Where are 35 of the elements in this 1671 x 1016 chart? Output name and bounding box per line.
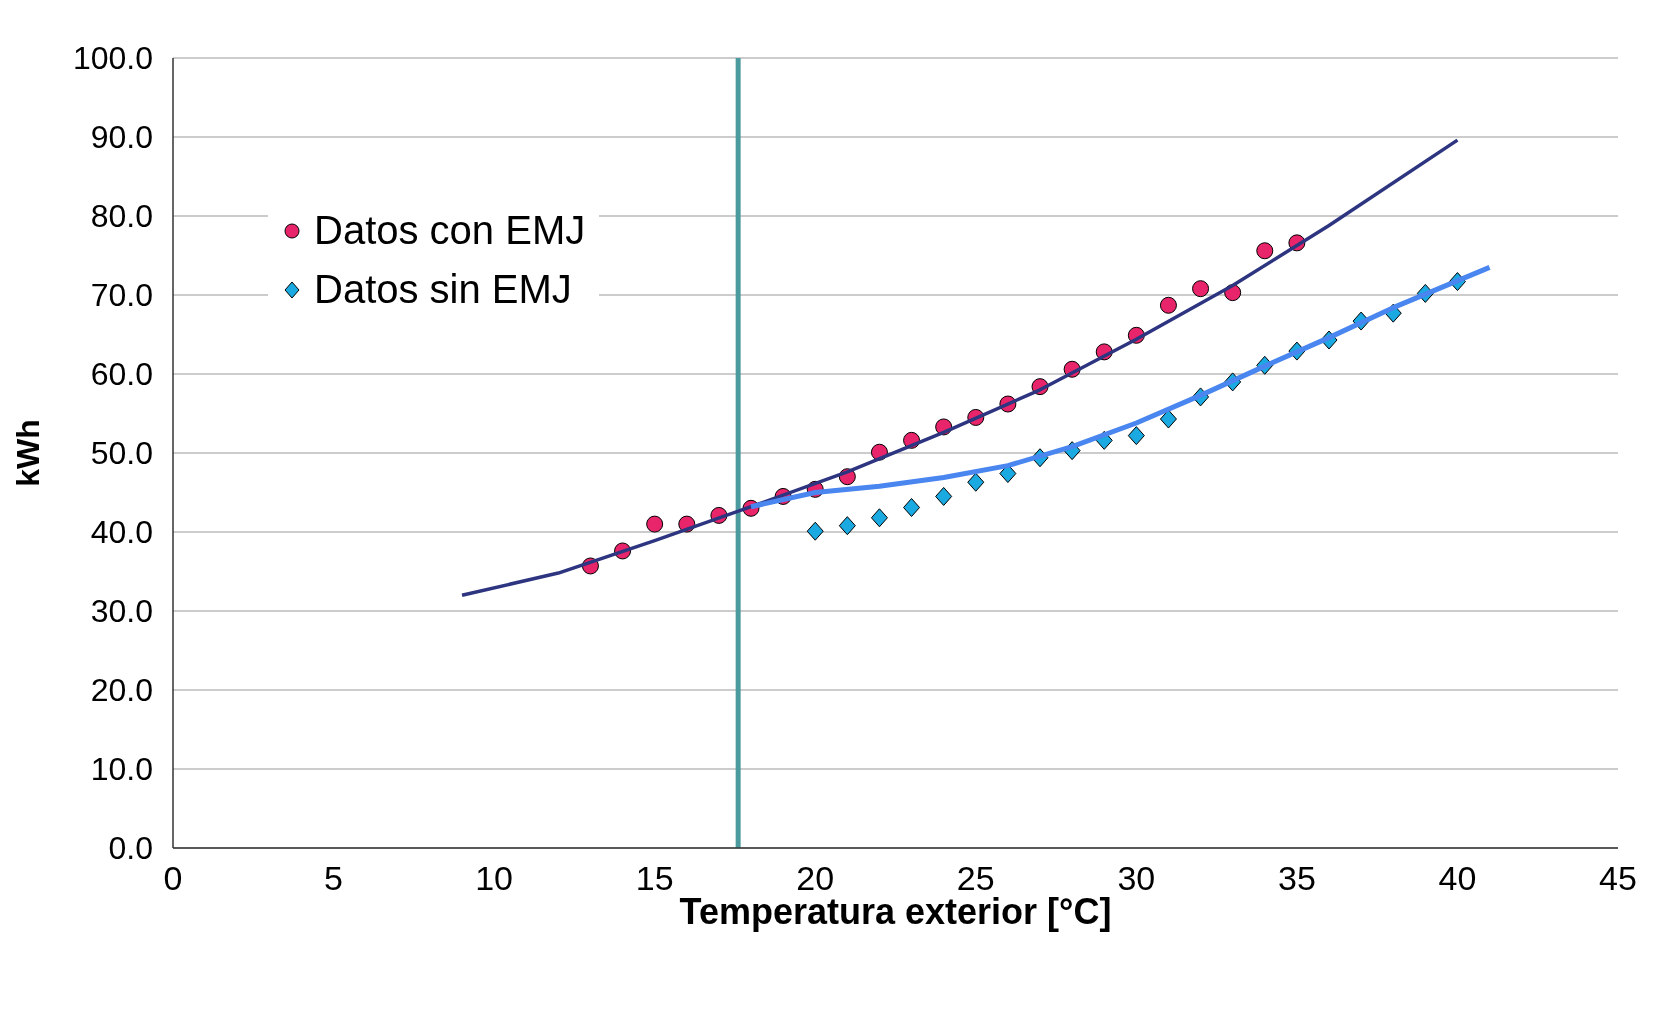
y-tick-label: 100.0 xyxy=(72,40,153,77)
x-tick-label: 30 xyxy=(1117,859,1156,898)
x-tick-label: 15 xyxy=(635,859,674,898)
y-tick-label: 50.0 xyxy=(90,435,153,472)
point xyxy=(903,498,921,518)
x-tick-label: 5 xyxy=(324,859,344,898)
y-tick-label: 20.0 xyxy=(90,672,153,709)
point xyxy=(967,472,985,492)
point xyxy=(838,516,856,536)
y-tick-label: 90.0 xyxy=(90,119,153,156)
y-tick-label: 30.0 xyxy=(90,593,153,630)
point xyxy=(1159,409,1177,429)
point xyxy=(806,521,824,541)
point xyxy=(935,486,953,506)
x-tick-label: 40 xyxy=(1438,859,1477,898)
y-axis-title: kWh xyxy=(10,419,47,487)
x-tick-label: 45 xyxy=(1599,859,1637,898)
y-tick-label: 0.0 xyxy=(108,830,153,867)
y-tick-label: 10.0 xyxy=(90,751,153,788)
point xyxy=(646,515,664,533)
y-tick-label: 80.0 xyxy=(90,198,153,235)
legend-label: Datos sin EMJ xyxy=(314,267,572,312)
point xyxy=(1159,296,1177,314)
x-tick-label: 10 xyxy=(475,859,514,898)
point xyxy=(1256,242,1274,260)
point xyxy=(999,464,1017,484)
y-tick-label: 40.0 xyxy=(90,514,153,551)
y-tick-label: 60.0 xyxy=(90,356,153,393)
x-tick-label: 0 xyxy=(163,859,183,898)
x-tick-label: 35 xyxy=(1277,859,1316,898)
point xyxy=(1192,280,1210,298)
point xyxy=(1127,426,1145,446)
legend-label: Datos con EMJ xyxy=(314,208,586,253)
point xyxy=(870,508,888,528)
y-tick-label: 70.0 xyxy=(90,277,153,314)
